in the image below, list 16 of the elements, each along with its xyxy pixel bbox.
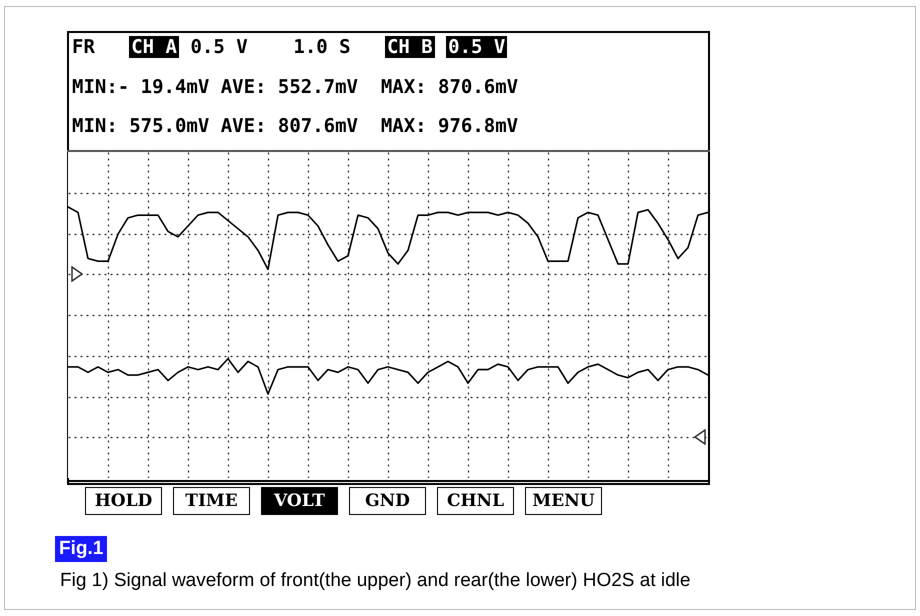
text: HOLD	[85, 487, 162, 515]
caption: Fig.1	[55, 536, 108, 562]
text: TIME	[173, 487, 250, 515]
text: CH B	[384, 36, 435, 58]
text: 1.0 S	[293, 36, 351, 58]
text: CH A	[129, 36, 179, 58]
text: GND	[349, 487, 426, 515]
text: 0.5 V	[446, 36, 508, 58]
text: CHNL	[437, 487, 514, 515]
text: 0.5 V	[190, 36, 248, 58]
text: MENU	[525, 487, 602, 515]
text: MIN: 575.0mV AVE: 807.6mV MAX: 976.8mV	[72, 115, 518, 137]
text: FR	[72, 36, 95, 58]
text: MIN:- 19.4mV AVE: 552.7mV MAX: 870.6mV	[72, 76, 518, 98]
text: VOLT	[261, 487, 338, 515]
caption: Fig 1) Signal waveform of front(the upper) and rear(the lower) HO2S at idle	[60, 570, 690, 592]
